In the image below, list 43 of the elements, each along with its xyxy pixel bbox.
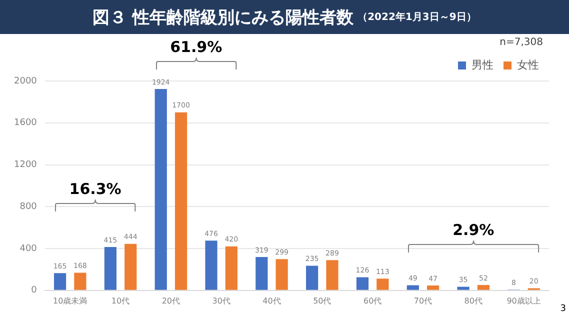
y-tick-label: 2000 [14,76,38,86]
bar [154,88,167,290]
bar [356,277,369,290]
x-tick-label: 80代 [464,296,482,306]
x-tick-label: 30代 [212,296,230,306]
x-tick-label: 50代 [313,296,332,306]
bar [477,284,490,290]
text: 61.9% [169,38,224,56]
chart-title: 図３ 性年齢階級別にみる陽性者数 [92,6,354,28]
annotation: 16.3% [68,180,122,198]
x-tick-label: 70代 [414,296,432,306]
x-tick-label: 10代 [111,296,130,306]
y-tick-label: 1600 [14,118,38,128]
x-tick-label: 90歳以上 [506,296,541,306]
chart-subtitle: （2022年1月3日～9日） [358,10,476,24]
text: n=7,308 [500,37,543,48]
bar [376,278,389,290]
x-tick-label: 10歳未満 [53,296,88,306]
bar [174,112,188,290]
annotation: 2.9% [452,220,496,239]
legend-label: 男性 [472,58,494,72]
bar [104,246,116,290]
x-tick-label: 40代 [262,296,281,306]
text: 3 [560,304,566,314]
bar [124,244,137,290]
bar [74,272,86,290]
y-tick-label: 1200 [14,160,38,170]
y-tick-label: 800 [20,202,38,212]
legend-label: 女性 [517,58,539,72]
x-tick-label: 60代 [363,296,382,306]
y-tick-label: 400 [20,244,38,254]
bar [256,257,268,290]
bar [427,285,440,290]
bar [225,246,238,290]
bar [306,266,318,290]
bar [276,259,288,290]
y-tick-label: 0 [31,286,38,296]
bar [54,273,66,290]
bar [326,260,338,290]
bar [457,286,470,290]
bar [406,285,419,290]
x-tick-label: 20代 [162,296,180,306]
bar [205,240,218,290]
